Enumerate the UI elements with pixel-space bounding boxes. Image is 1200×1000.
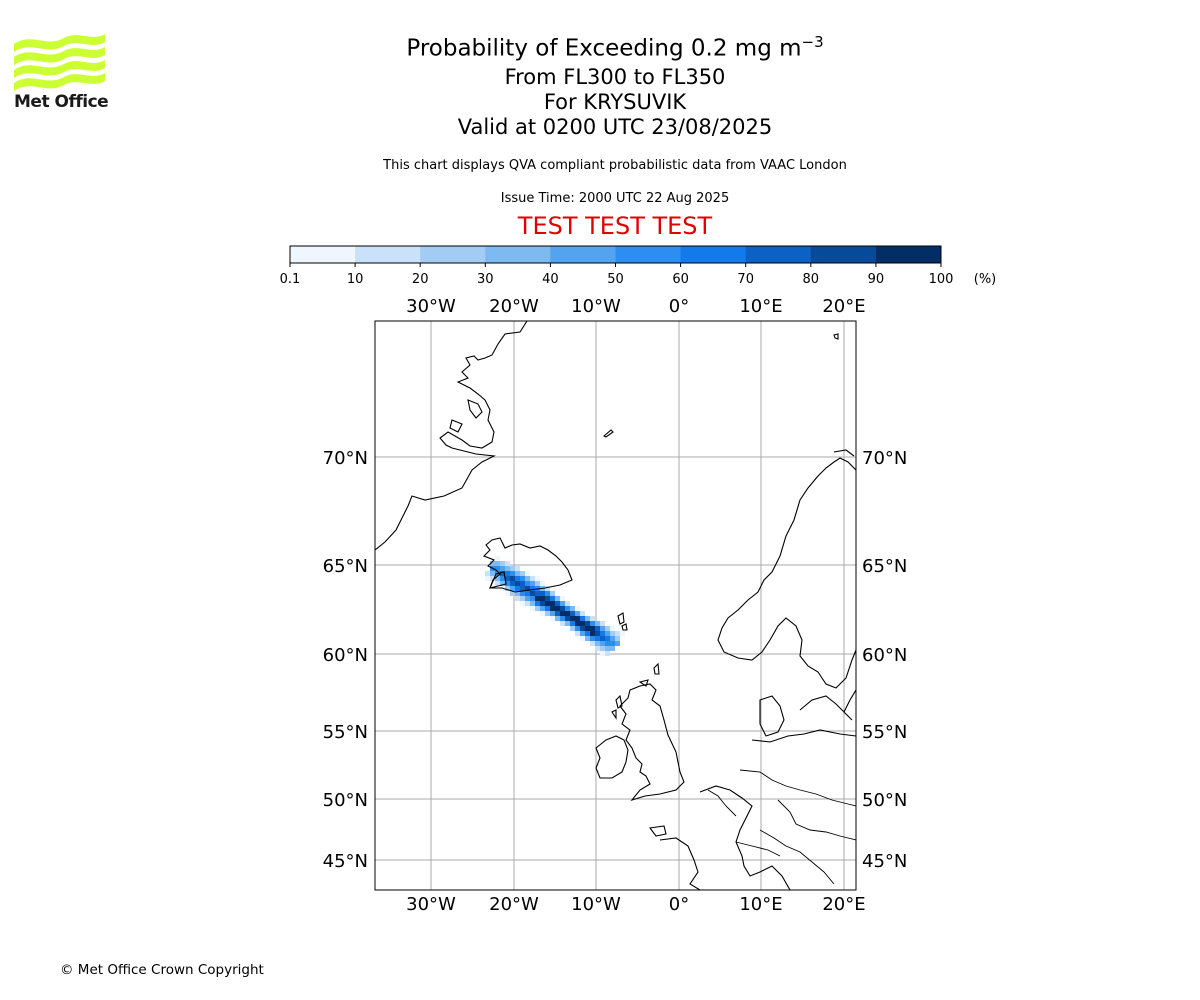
colorbar-tick-label: 70 <box>737 272 754 287</box>
logo-wave <box>14 47 105 65</box>
colorbar-tick-label: 100 <box>929 272 954 287</box>
colorbar-unit: (%) <box>974 272 997 287</box>
longitude-label: 10°W <box>571 296 621 317</box>
coastline-greenland <box>375 321 528 551</box>
longitude-label: 10°W <box>571 894 621 915</box>
longitude-label: 30°W <box>406 296 456 317</box>
coastline-great-britain <box>619 683 685 802</box>
latitude-label: 50°N <box>862 790 907 811</box>
colorbar-segment <box>420 246 486 263</box>
latitude-label: 70°N <box>323 448 368 469</box>
chart-title: Probability of Exceeding 0.2 mg m−3 <box>314 26 916 65</box>
title-block: Probability of Exceeding 0.2 mg m−3 From… <box>314 26 916 140</box>
coastline-norway <box>717 457 856 689</box>
logo-wave <box>14 73 105 91</box>
longitude-label: 30°W <box>406 894 456 915</box>
latitude-label: 45°N <box>862 851 907 872</box>
flight-levels: From FL300 to FL350 <box>504 64 726 89</box>
longitude-label: 20°E <box>822 894 865 915</box>
colorbar-segment <box>810 246 877 263</box>
axis-labels: 30°W 30°W 20°W 20°W 10°W 10°W 0° 0° 10°E 10°E 20°E… <box>323 296 908 915</box>
issue-time: Issue Time: 2000 UTC 22 Aug 2025 <box>500 191 730 206</box>
latitude-label: 60°N <box>862 645 907 666</box>
latitude-label: 70°N <box>862 448 907 469</box>
longitude-label: 10°E <box>739 894 782 915</box>
colorbar-segment <box>485 246 551 263</box>
colorbar-segment <box>875 246 942 263</box>
longitude-label: 20°W <box>489 894 539 915</box>
latitude-label: 55°N <box>323 722 368 743</box>
latitude-label: 50°N <box>323 790 368 811</box>
coastline-ireland <box>595 735 629 779</box>
chart-title-text: Probability of Exceeding 0.2 mg m <box>406 35 802 62</box>
colorbar-segment <box>680 246 747 263</box>
test-banner: TEST TEST TEST <box>517 212 713 240</box>
met-office-logo-text: Met Office <box>14 92 109 112</box>
colorbar-tick-label: 10 <box>347 272 364 287</box>
colorbar: 0.1 10 20 30 40 50 60 70 80 90 100 (%) <box>280 245 997 287</box>
colorbar-tick-label: 0.1 <box>280 272 301 287</box>
colorbar-segment <box>615 246 682 263</box>
chart-description: This chart displays QVA compliant probab… <box>383 158 847 173</box>
longitude-label: 0° <box>669 894 689 915</box>
map-frame <box>374 320 857 891</box>
coastline-denmark <box>759 695 785 737</box>
colorbar-segment <box>290 246 356 263</box>
colorbar-tick-label: 40 <box>542 272 559 287</box>
coastline-iceland <box>483 537 573 593</box>
latitude-label: 45°N <box>323 851 368 872</box>
colorbar-tick-label: 30 <box>477 272 494 287</box>
map-panel <box>374 320 857 891</box>
colorbar-tick-label: 20 <box>412 272 429 287</box>
colorbar-tick-label: 80 <box>803 272 820 287</box>
chart-title-exponent: −3 <box>801 33 824 51</box>
latitude-label: 65°N <box>323 556 368 577</box>
longitude-label: 20°E <box>822 296 865 317</box>
logo-wave <box>14 60 105 78</box>
met-office-logo <box>14 34 105 91</box>
colorbar-segment <box>745 246 812 263</box>
latitude-label: 65°N <box>862 556 907 577</box>
colorbar-segment <box>355 246 421 263</box>
volcano-name: For KRYSUVIK <box>543 89 687 114</box>
longitude-label: 10°E <box>739 296 782 317</box>
coastlines <box>375 321 856 890</box>
logo-wave <box>14 34 105 52</box>
colorbar-tick-label: 50 <box>607 272 624 287</box>
latitude-label: 55°N <box>862 722 907 743</box>
gridlines <box>375 321 856 890</box>
colorbar-tick-label: 90 <box>868 272 885 287</box>
longitude-label: 0° <box>669 296 689 317</box>
latitude-label: 60°N <box>323 645 368 666</box>
colorbar-tick-label: 60 <box>672 272 689 287</box>
valid-time: Valid at 0200 UTC 23/08/2025 <box>457 114 773 139</box>
longitude-label: 20°W <box>489 296 539 317</box>
map-background <box>375 321 856 890</box>
copyright: © Met Office Crown Copyright <box>60 962 264 978</box>
colorbar-segment <box>550 246 616 263</box>
